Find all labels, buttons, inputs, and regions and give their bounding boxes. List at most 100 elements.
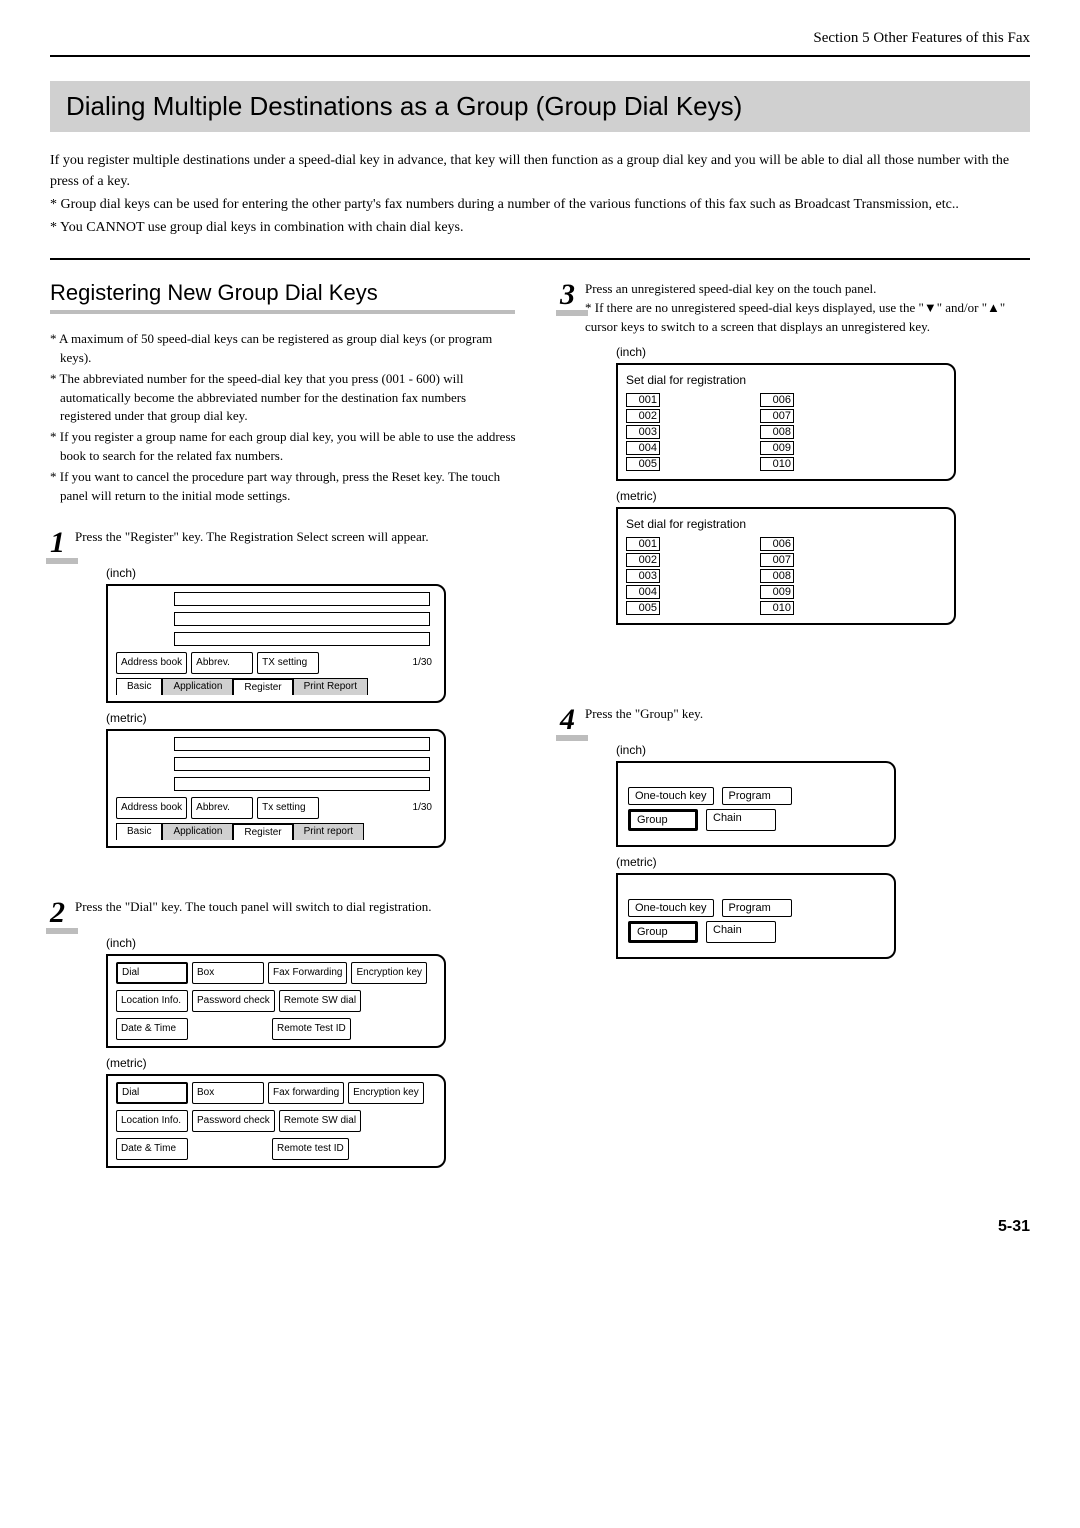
remote-sw-dial-button[interactable]: Remote SW dial [279, 1110, 361, 1132]
page-number: 5-31 [50, 1218, 1030, 1236]
location-info-button[interactable]: Location Info. [116, 1110, 188, 1132]
group-button[interactable]: Group [628, 809, 698, 831]
dial-key-005[interactable]: 005 [626, 601, 660, 615]
register-tab[interactable]: Register [233, 678, 292, 695]
program-button[interactable]: Program [722, 899, 792, 917]
page-indicator: 1/30 [413, 657, 436, 668]
dial-key-006[interactable]: 006 [760, 537, 794, 551]
step3-panel-inch: Set dial for registration 001 002 003 00… [616, 363, 956, 481]
fax-forwarding-button[interactable]: Fax forwarding [268, 1082, 344, 1104]
encryption-key-button[interactable]: Encryption key [348, 1082, 424, 1104]
dial-key-002[interactable]: 002 [626, 553, 660, 567]
step-1-text: Press the "Register" key. The Registrati… [75, 528, 520, 547]
dial-key-005[interactable]: 005 [626, 457, 660, 471]
step-2: 2 Press the "Dial" key. The touch panel … [50, 898, 520, 928]
dial-key-001[interactable]: 001 [626, 393, 660, 407]
step-1: 1 Press the "Register" key. The Registra… [50, 528, 520, 558]
dial-key-008[interactable]: 008 [760, 569, 794, 583]
step1-inch-label: (inch) [106, 566, 520, 580]
box-button[interactable]: Box [192, 1082, 264, 1104]
section-header: Section 5 Other Features of this Fax [50, 30, 1030, 57]
abbrev-button[interactable]: Abbrev. [191, 652, 253, 674]
left-column: Registering New Group Dial Keys * A maxi… [50, 280, 520, 1168]
step4-panel-metric: One-touch key Program Group Chain [616, 873, 896, 959]
register-tab[interactable]: Register [233, 823, 292, 840]
date-time-button[interactable]: Date & Time [116, 1138, 188, 1160]
print-report-tab[interactable]: Print Report [293, 678, 368, 695]
blank-row [174, 757, 430, 771]
box-button[interactable]: Box [192, 962, 264, 984]
remote-test-id-button[interactable]: Remote test ID [272, 1138, 349, 1160]
dial-key-003[interactable]: 003 [626, 425, 660, 439]
dial-key-009[interactable]: 009 [760, 585, 794, 599]
dial-key-007[interactable]: 007 [760, 553, 794, 567]
remote-test-id-button[interactable]: Remote Test ID [272, 1018, 351, 1040]
dial-key-010[interactable]: 010 [760, 457, 794, 471]
reg-title: Set dial for registration [626, 517, 946, 531]
dial-button[interactable]: Dial [116, 962, 188, 984]
step-4-number: 4 [560, 705, 575, 735]
blank-row [174, 632, 430, 646]
blank-row [174, 612, 430, 626]
basic-tab[interactable]: Basic [116, 823, 162, 840]
print-report-tab[interactable]: Print report [293, 823, 364, 840]
password-check-button[interactable]: Password check [192, 1110, 275, 1132]
application-tab[interactable]: Application [162, 678, 233, 695]
page-title: Dialing Multiple Destinations as a Group… [50, 81, 1030, 132]
step-3-text: Press an unregistered speed-dial key on … [585, 280, 1030, 337]
dial-key-007[interactable]: 007 [760, 409, 794, 423]
dial-key-003[interactable]: 003 [626, 569, 660, 583]
step1-metric-label: (metric) [106, 711, 520, 725]
step4-inch-label: (inch) [616, 743, 1030, 757]
tx-setting-button[interactable]: TX setting [257, 652, 319, 674]
location-info-button[interactable]: Location Info. [116, 990, 188, 1012]
reg-title: Set dial for registration [626, 373, 946, 387]
dial-key-008[interactable]: 008 [760, 425, 794, 439]
subheading: Registering New Group Dial Keys [50, 280, 520, 306]
step1-panel-inch: Address book Abbrev. TX setting 1/30 Bas… [106, 584, 446, 703]
step-1-number: 1 [50, 528, 65, 558]
blank-row [174, 737, 430, 751]
page-indicator: 1/30 [413, 802, 436, 813]
one-touch-button[interactable]: One-touch key [628, 787, 714, 805]
dial-key-004[interactable]: 004 [626, 441, 660, 455]
program-button[interactable]: Program [722, 787, 792, 805]
intro-p3: * You CANNOT use group dial keys in comb… [50, 217, 1030, 238]
address-book-button[interactable]: Address book [116, 797, 187, 819]
step2-inch-label: (inch) [106, 936, 520, 950]
step3-inch-label: (inch) [616, 345, 1030, 359]
dial-key-009[interactable]: 009 [760, 441, 794, 455]
dial-key-002[interactable]: 002 [626, 409, 660, 423]
encryption-key-button[interactable]: Encryption key [351, 962, 427, 984]
step2-panel-metric: Dial Box Fax forwarding Encryption key L… [106, 1074, 446, 1168]
step3-panel-metric: Set dial for registration 001 002 003 00… [616, 507, 956, 625]
group-button[interactable]: Group [628, 921, 698, 943]
step-3-number: 3 [560, 280, 575, 310]
tx-setting-button[interactable]: Tx setting [257, 797, 319, 819]
application-tab[interactable]: Application [162, 823, 233, 840]
chain-button[interactable]: Chain [706, 921, 776, 943]
address-book-button[interactable]: Address book [116, 652, 187, 674]
divider [50, 258, 1030, 260]
step-3: 3 Press an unregistered speed-dial key o… [560, 280, 1030, 337]
note-3: * If you register a group name for each … [50, 428, 520, 466]
dial-key-010[interactable]: 010 [760, 601, 794, 615]
dial-button[interactable]: Dial [116, 1082, 188, 1104]
one-touch-button[interactable]: One-touch key [628, 899, 714, 917]
note-1: * A maximum of 50 speed-dial keys can be… [50, 330, 520, 368]
fax-forwarding-button[interactable]: Fax Forwarding [268, 962, 347, 984]
password-check-button[interactable]: Password check [192, 990, 275, 1012]
dial-key-001[interactable]: 001 [626, 537, 660, 551]
step1-panel-metric: Address book Abbrev. Tx setting 1/30 Bas… [106, 729, 446, 848]
dial-key-006[interactable]: 006 [760, 393, 794, 407]
dial-key-004[interactable]: 004 [626, 585, 660, 599]
basic-tab[interactable]: Basic [116, 678, 162, 695]
step4-panel-inch: One-touch key Program Group Chain [616, 761, 896, 847]
intro-text: If you register multiple destinations un… [50, 150, 1030, 238]
step3-metric-label: (metric) [616, 489, 1030, 503]
remote-sw-dial-button[interactable]: Remote SW dial [279, 990, 361, 1012]
date-time-button[interactable]: Date & Time [116, 1018, 188, 1040]
abbrev-button[interactable]: Abbrev. [191, 797, 253, 819]
note-4: * If you want to cancel the procedure pa… [50, 468, 520, 506]
chain-button[interactable]: Chain [706, 809, 776, 831]
